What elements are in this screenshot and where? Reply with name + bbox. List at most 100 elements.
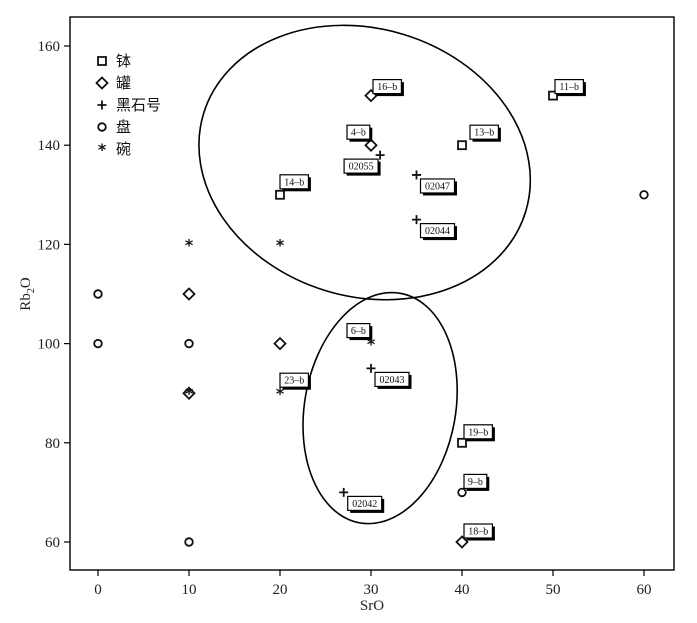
legend-label: 钵 <box>116 52 131 70</box>
annotation-label: 19–b <box>463 424 495 442</box>
point-diamond <box>455 535 469 549</box>
annotation-box <box>346 323 371 339</box>
annotation-box <box>463 424 493 440</box>
y-tick-label: 100 <box>38 337 61 353</box>
group-ellipse <box>302 291 458 525</box>
point-plus <box>375 150 385 160</box>
annotation-text: 18–b <box>468 527 488 538</box>
x-axis: 0 10 20 30 40 50 60 <box>94 570 652 598</box>
legend-label: 碗 <box>116 140 131 158</box>
point-circle <box>184 537 194 547</box>
annotation-label: 4–b <box>346 124 373 142</box>
y-axis: 60 80 100 120 140 160 <box>38 39 70 551</box>
x-tick-label: 10 <box>182 582 197 598</box>
legend-label: 盘 <box>116 118 131 136</box>
annotation-text: 14–b <box>284 177 304 188</box>
point-square <box>548 90 558 101</box>
point-star: * <box>185 235 194 254</box>
annotation-text: 19–b <box>468 427 488 438</box>
annotation-box <box>463 523 493 539</box>
annotation-box <box>343 158 379 174</box>
point-plus <box>339 487 349 497</box>
legend-item: 罐 <box>95 74 131 92</box>
annotation-text: 02044 <box>425 226 450 237</box>
annotation-box <box>463 473 488 489</box>
annotation-box <box>469 124 499 140</box>
point-plus <box>412 215 421 225</box>
annotation-text: 16–b <box>377 82 397 93</box>
point-square <box>457 437 467 448</box>
point-diamond <box>364 138 378 152</box>
point-circle <box>639 190 649 200</box>
group-ellipses <box>198 24 532 525</box>
point-star: * <box>276 384 285 403</box>
plot-frame <box>69 16 675 571</box>
annotation-box <box>374 371 410 387</box>
point-circle <box>457 487 467 498</box>
annotation-text: 4–b <box>351 128 366 139</box>
annotation-box <box>279 174 309 190</box>
annotation-label: 02047 <box>419 178 457 196</box>
point-circle <box>93 338 103 349</box>
y-tick-label: 80 <box>45 436 60 452</box>
plot-border <box>69 16 675 571</box>
point-plus <box>366 363 376 373</box>
x-tick-label: 0 <box>94 582 102 598</box>
legend-item: 钵 <box>97 52 131 70</box>
point-diamond <box>273 336 287 351</box>
y-axis-title-main: Rb <box>18 293 34 311</box>
legend-label: 罐 <box>116 74 131 92</box>
annotation-box <box>279 372 309 388</box>
y-tick-label: 160 <box>38 39 61 55</box>
point-star: * <box>276 235 285 254</box>
point-annotations: 16–b 11–b 4–b 13–b 02055 02047 14–b 02044 6–b 020… <box>279 78 586 541</box>
point-star: * <box>185 384 194 403</box>
annotation-text: 9–b <box>468 477 483 488</box>
legend-marker-plus <box>97 100 107 110</box>
legend-item: 盘 <box>97 118 131 136</box>
x-tick-label: 50 <box>546 582 561 598</box>
annotation-text: 02042 <box>352 499 377 510</box>
annotation-label: 02042 <box>347 495 385 513</box>
point-circle <box>93 289 103 299</box>
annotation-text: 02043 <box>380 375 405 386</box>
legend-item: * 碗 <box>98 140 131 159</box>
annotation-box <box>554 78 584 95</box>
annotation-label: 23–b <box>279 372 311 390</box>
annotation-box <box>347 495 383 511</box>
x-tick-label: 40 <box>455 582 470 598</box>
y-axis-title-tail: O <box>18 277 34 288</box>
point-plus <box>412 170 421 180</box>
point-circle <box>184 338 194 349</box>
y-tick-label: 140 <box>38 138 61 154</box>
annotation-box <box>372 78 402 95</box>
point-square <box>275 189 285 200</box>
group-ellipse <box>198 24 532 301</box>
x-axis-title: SrO <box>360 598 384 614</box>
x-tick-label: 20 <box>273 582 288 598</box>
annotation-label: 14–b <box>279 174 311 192</box>
annotation-box <box>419 223 456 239</box>
annotation-label: 02043 <box>374 371 412 389</box>
legend-label: 黑石号 <box>116 96 161 114</box>
x-tick-label: 60 <box>637 582 652 598</box>
annotation-text: 6–b <box>351 326 366 337</box>
legend-marker-square <box>97 56 107 66</box>
legend-marker-diamond <box>95 76 109 90</box>
annotation-label: 11–b <box>554 78 586 97</box>
x-tick-label: 30 <box>364 582 379 598</box>
annotation-box <box>346 124 371 140</box>
y-axis-title: Rb2O <box>18 277 37 311</box>
annotation-text: 02047 <box>425 181 450 192</box>
annotation-label: 02055 <box>343 158 381 176</box>
point-diamond <box>182 386 196 400</box>
annotation-label: 6–b <box>346 323 373 341</box>
annotation-text: 13–b <box>474 128 494 139</box>
annotation-label: 02044 <box>419 223 457 241</box>
y-tick-label: 60 <box>45 535 60 551</box>
annotation-label: 18–b <box>463 523 495 541</box>
point-star: * <box>367 335 376 354</box>
legend-marker-star: * <box>98 140 107 159</box>
y-axis-title-subscript: 2 <box>26 288 37 293</box>
